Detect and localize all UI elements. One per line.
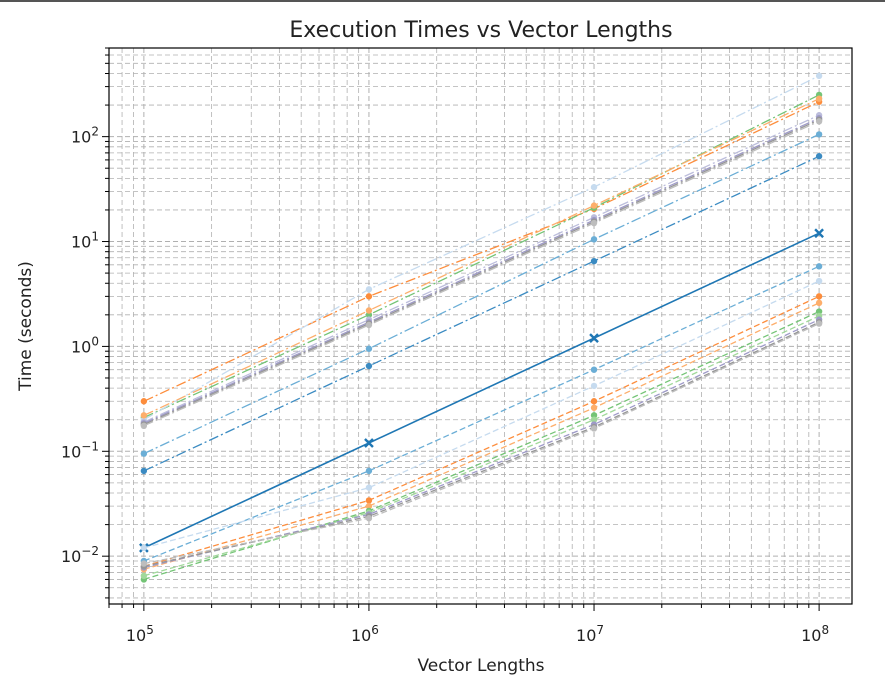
plot-frame	[108, 47, 853, 605]
data-point	[590, 202, 598, 209]
series-1	[139, 228, 824, 553]
series-line	[143, 302, 820, 570]
series-line	[143, 315, 820, 577]
y-tick-label: 100	[71, 334, 99, 356]
chart-title: Execution Times vs Vector Lengths	[289, 18, 672, 43]
data-point	[140, 572, 148, 580]
series-line	[143, 117, 820, 424]
data-point	[140, 467, 148, 475]
series-line	[143, 94, 820, 419]
series-13	[140, 277, 823, 552]
data-point	[365, 484, 373, 491]
data-point	[365, 497, 373, 504]
series-12	[140, 263, 823, 565]
series-line	[143, 120, 820, 427]
series-20	[140, 320, 823, 567]
data-point	[815, 293, 823, 300]
data-point	[590, 404, 598, 411]
window-top-border	[0, 0, 885, 2]
data-point	[365, 515, 373, 522]
data-point	[365, 286, 373, 293]
data-point	[590, 425, 598, 432]
data-point	[815, 320, 823, 327]
series-line	[143, 321, 820, 567]
data-point	[590, 219, 598, 227]
data-point	[815, 263, 823, 270]
x-axis-label: Vector Lengths	[417, 656, 544, 676]
data-point	[590, 398, 598, 405]
series-line	[143, 232, 820, 549]
data-point	[365, 467, 373, 475]
y-axis-label: Time (seconds)	[16, 261, 36, 392]
series-line	[143, 323, 820, 565]
data-point	[365, 307, 373, 314]
data-point	[140, 398, 148, 405]
series-line	[143, 265, 820, 562]
data-point	[815, 308, 823, 315]
series-17	[140, 312, 823, 580]
series-6	[140, 72, 823, 423]
data-point	[590, 366, 598, 373]
series-line	[143, 310, 820, 581]
axis-ticks: 105 106 107 108 10−2 10−1 100 101 102	[61, 47, 829, 645]
data-point	[815, 131, 823, 138]
series-7	[140, 95, 823, 419]
data-point	[140, 560, 148, 567]
data-point	[814, 228, 824, 239]
series-line	[143, 155, 820, 472]
data-point	[815, 299, 823, 307]
data-point	[815, 72, 823, 80]
series-line	[143, 119, 820, 426]
series-line	[143, 133, 820, 455]
data-point	[815, 118, 823, 125]
grid	[108, 47, 852, 604]
data-point	[815, 277, 823, 285]
data-point	[365, 345, 373, 352]
series-line	[143, 280, 820, 549]
data-point	[365, 321, 373, 329]
y-tick-label: 102	[71, 125, 99, 147]
series-line	[143, 101, 820, 402]
y-tick-label: 10−2	[61, 544, 99, 566]
x-tick-label: 106	[351, 623, 379, 645]
data-point	[590, 416, 598, 423]
y-tick-label: 10−1	[61, 439, 99, 461]
series-line	[143, 75, 820, 421]
series-line	[143, 98, 820, 416]
data-point	[590, 257, 598, 265]
series-2	[140, 153, 823, 475]
series-3	[140, 131, 823, 457]
data-point	[364, 438, 374, 448]
data-point	[590, 183, 598, 191]
y-tick-label: 101	[71, 230, 99, 252]
x-tick-label: 105	[126, 623, 154, 645]
series-line	[143, 114, 820, 423]
data-point	[140, 412, 148, 419]
x-tick-label: 107	[576, 623, 604, 645]
series-11	[140, 118, 823, 430]
data-point	[365, 502, 373, 510]
series-line	[143, 319, 820, 569]
data-point	[590, 382, 598, 390]
data-point	[140, 450, 148, 457]
data-point	[590, 236, 598, 243]
series-group	[139, 72, 824, 583]
data-point	[140, 544, 148, 552]
data-point	[140, 422, 148, 430]
data-point	[365, 293, 373, 300]
data-point	[365, 362, 373, 370]
data-point	[589, 333, 599, 343]
series-line	[143, 295, 820, 567]
series-14	[140, 293, 823, 570]
x-tick-label: 108	[801, 623, 829, 645]
data-point	[815, 95, 823, 102]
data-point	[815, 153, 823, 160]
